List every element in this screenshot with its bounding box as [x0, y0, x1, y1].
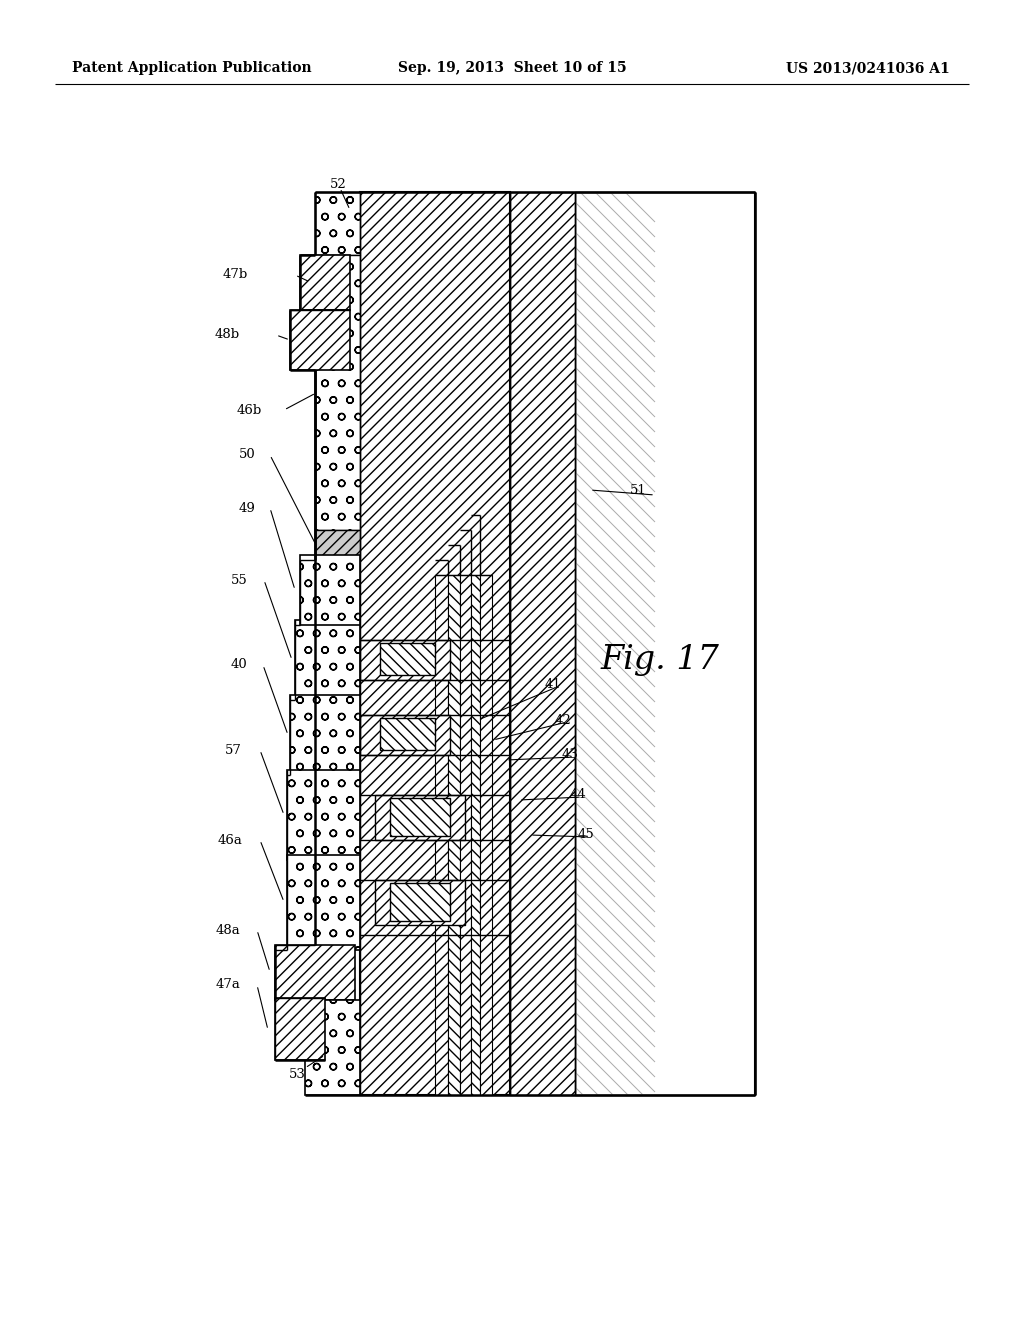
Text: 52: 52 — [330, 178, 346, 191]
Text: 51: 51 — [630, 483, 647, 496]
Text: 45: 45 — [578, 829, 595, 842]
Bar — [290, 696, 360, 775]
Text: 53: 53 — [289, 1068, 305, 1081]
Text: Fig. 17: Fig. 17 — [600, 644, 719, 676]
Bar — [449, 576, 460, 1096]
Bar — [315, 531, 360, 560]
Bar — [300, 255, 350, 310]
Bar — [435, 576, 449, 1096]
Text: 47a: 47a — [215, 978, 240, 991]
Text: 41: 41 — [545, 678, 562, 692]
Bar — [460, 576, 471, 1096]
Text: 55: 55 — [231, 573, 248, 586]
Bar — [360, 640, 450, 680]
Bar — [375, 880, 465, 925]
Bar — [510, 191, 575, 1096]
Bar — [380, 718, 435, 750]
Text: 40: 40 — [230, 659, 247, 672]
Bar — [275, 945, 355, 1001]
Text: 48a: 48a — [215, 924, 240, 936]
Text: 49: 49 — [239, 502, 255, 515]
Text: 47b: 47b — [223, 268, 248, 281]
Bar — [287, 770, 360, 861]
Bar — [360, 715, 450, 755]
Bar — [390, 799, 450, 836]
Text: Patent Application Publication: Patent Application Publication — [72, 61, 311, 75]
Bar — [300, 554, 360, 624]
Bar — [275, 998, 325, 1060]
Bar — [375, 795, 465, 840]
Bar — [290, 310, 350, 370]
Text: US 2013/0241036 A1: US 2013/0241036 A1 — [786, 61, 950, 75]
Bar — [575, 191, 755, 1096]
Text: 44: 44 — [570, 788, 587, 801]
Bar — [295, 620, 360, 700]
Bar — [471, 576, 480, 1096]
Text: 46b: 46b — [237, 404, 262, 417]
Text: 48b: 48b — [215, 329, 240, 342]
Bar — [315, 255, 360, 531]
Text: Sep. 19, 2013  Sheet 10 of 15: Sep. 19, 2013 Sheet 10 of 15 — [397, 61, 627, 75]
Text: 43: 43 — [562, 748, 579, 762]
Bar — [305, 1001, 360, 1096]
Bar — [480, 576, 492, 1096]
Text: 50: 50 — [240, 449, 256, 462]
Bar — [380, 643, 435, 675]
Bar — [360, 191, 510, 1096]
Bar — [390, 883, 450, 921]
Bar — [315, 191, 360, 255]
Bar — [287, 855, 360, 950]
Text: 57: 57 — [225, 743, 242, 756]
Text: 46a: 46a — [217, 833, 242, 846]
Text: 42: 42 — [555, 714, 571, 726]
